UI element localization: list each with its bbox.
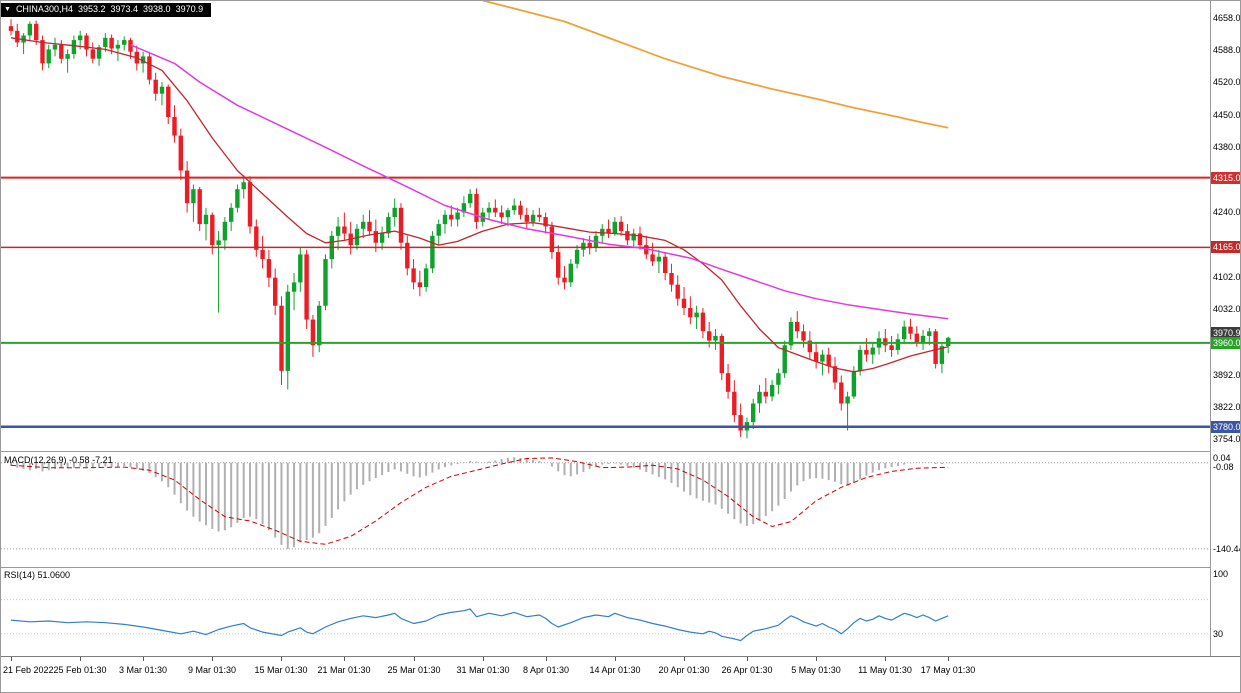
time-tick: [684, 657, 685, 661]
price-tick-label: 4380.0: [1213, 142, 1241, 153]
price-tick-label: 3892.0: [1213, 369, 1241, 380]
time-label: 20 Apr 01:30: [658, 665, 710, 675]
macd-scale-label: -140.44: [1213, 543, 1241, 554]
time-label: 31 Mar 01:30: [456, 665, 510, 675]
pane-separator[interactable]: [1, 567, 1240, 568]
rsi-scale-label: 30: [1213, 628, 1224, 639]
macd-histogram: [10, 457, 950, 549]
time-label: 5 May 01:30: [791, 665, 841, 675]
price-tick-label: 4520.0: [1213, 77, 1241, 88]
macd-chart: [1, 457, 1212, 550]
macd-pane[interactable]: [1, 453, 1212, 567]
rsi-indicator-label: RSI(14) 51.0600: [4, 570, 70, 581]
time-tick: [816, 657, 817, 661]
time-label: 9 Mar 01:30: [187, 665, 237, 675]
moving-averages: [10, 1, 949, 373]
time-axis[interactable]: 21 Feb 2022 25 Feb 01:30 3 Mar 01:30 9 Mar …: [1, 657, 1240, 692]
price-tick-label: 4032.0: [1213, 304, 1241, 315]
rsi-scale-label: 100: [1213, 568, 1229, 579]
price-tick-label: 4240.0: [1213, 207, 1241, 218]
macd-name: MACD(12,26,9): [4, 455, 67, 465]
price-tick-label: 4450.0: [1213, 109, 1241, 120]
rsi-name: RSI(14): [4, 570, 36, 580]
time-label: 14 Apr 01:30: [589, 665, 641, 675]
time-tick: [143, 657, 144, 661]
time-tick: [281, 657, 282, 661]
ma-fast-red: [10, 37, 949, 373]
time-tick: [212, 657, 213, 661]
macd-main-value: -0.58: [69, 455, 90, 465]
symbol-header[interactable]: ▼ CHINA300,H4 3953.2 3973.4 3938.0 3970.…: [1, 3, 212, 17]
price-badge-3970.9: 3970.9: [1211, 326, 1241, 339]
candles: [8, 19, 951, 439]
macd-scale-label: 0.04: [1213, 452, 1231, 463]
macd-indicator-label: MACD(12,26,9) -0.58 -7.21: [4, 455, 113, 466]
price-badge-4165.0: 4165.0: [1211, 241, 1241, 254]
price-tick-label: 3822.0: [1213, 402, 1241, 413]
rsi-line: [10, 608, 949, 642]
price-badge-3780.0: 3780.0: [1211, 420, 1241, 433]
time-tick: [11, 657, 12, 661]
time-label: 8 Apr 01:30: [522, 665, 570, 675]
time-label: 25 Mar 01:30: [387, 665, 441, 675]
macd-scale-label: -0.08: [1213, 461, 1234, 472]
time-tick: [747, 657, 748, 661]
time-tick: [546, 657, 547, 661]
macd-signal-line: [10, 457, 949, 545]
macd-signal-value: -7.21: [92, 455, 113, 465]
time-tick: [948, 657, 949, 661]
time-label: 11 May 01:30: [858, 665, 912, 675]
dropdown-arrow-icon[interactable]: ▼: [4, 6, 11, 13]
price-tick-label: 3754.0: [1213, 433, 1241, 444]
time-label: 15 Mar 01:30: [254, 665, 308, 675]
main-chart-pane[interactable]: [1, 1, 1212, 451]
time-tick: [344, 657, 345, 661]
rsi-chart: [1, 599, 1212, 642]
open-value: 3953.2: [77, 4, 106, 14]
low-value: 3938.0: [143, 4, 171, 14]
time-tick: [414, 657, 415, 661]
horizontal-lines: [1, 176, 1212, 429]
pane-separator[interactable]: [1, 451, 1240, 452]
time-label: 3 Mar 01:30: [118, 665, 168, 675]
ma-slow-orange: [482, 1, 949, 129]
price-tick-label: 4658.0: [1213, 12, 1241, 23]
candlestick-chart: [1, 1, 1212, 439]
time-label: 17 May 01:30: [920, 665, 976, 675]
time-label: 21 Mar 01:30: [317, 665, 371, 675]
time-tick: [615, 657, 616, 661]
close-value: 3970.9: [175, 4, 204, 14]
price-tick-label: 4102.0: [1213, 271, 1241, 282]
symbol-label: CHINA300,H4: [15, 4, 73, 14]
rsi-pane[interactable]: [1, 568, 1212, 656]
price-axis[interactable]: 4658.0 4588.0 4520.0 4450.0 4380.0 4240.0 4102…: [1210, 1, 1240, 656]
price-badge-4315.0: 4315.0: [1211, 171, 1241, 184]
ma-medium-magenta: [130, 44, 949, 320]
time-tick: [885, 657, 886, 661]
time-label: 25 Feb 01:30: [53, 665, 107, 675]
time-tick: [80, 657, 81, 661]
price-tick-label: 4588.0: [1213, 45, 1241, 56]
time-label: 26 Apr 01:30: [721, 665, 773, 675]
rsi-value: 51.0600: [37, 570, 71, 580]
time-tick: [483, 657, 484, 661]
time-label: 21 Feb 2022: [3, 665, 54, 675]
high-value: 3973.4: [110, 4, 139, 14]
price-badge-3960.0: 3960.0: [1211, 336, 1241, 349]
time-axis-separator: [1, 656, 1240, 657]
